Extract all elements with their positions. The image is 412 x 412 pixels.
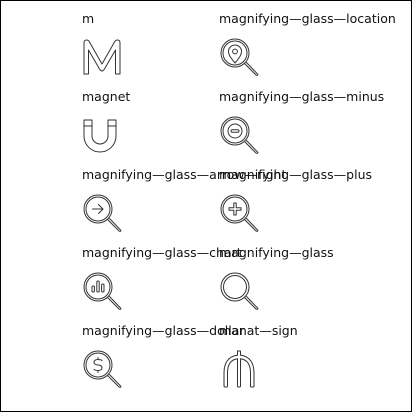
icon-label: m — [82, 11, 95, 26]
icon-label: manat—sign — [219, 323, 298, 338]
magnifying-glass-chart-icon — [82, 271, 122, 311]
icon-cell-magnifying-glass-chart: magnifying—glass—chart — [82, 245, 262, 323]
icon-cell-magnifying-glass-location: magnifying—glass—location — [219, 11, 399, 89]
magnifying-glass-dollar-icon — [82, 349, 122, 389]
icon-label: magnifying—glass—plus — [219, 167, 373, 182]
icon-cell-magnifying-glass: magnifying—glass — [219, 245, 399, 323]
m-icon — [82, 37, 122, 77]
magnifying-glass-minus-icon — [219, 115, 259, 155]
manat-sign-icon — [219, 349, 259, 389]
icon-label: magnifying—glass—dollar — [82, 323, 245, 338]
icon-label: magnifying—glass—chart — [82, 245, 242, 260]
icon-cell-magnifying-glass-plus: magnifying—glass—plus — [219, 167, 399, 245]
icon-cell-manat-sign: manat—sign — [219, 323, 399, 401]
icon-label: magnifying—glass—location — [219, 11, 396, 26]
icon-cell-magnifying-glass-minus: magnifying—glass—minus — [219, 89, 399, 167]
magnet-icon — [82, 115, 122, 155]
icon-cell-magnifying-glass-dollar: magnifying—glass—dollar — [82, 323, 262, 401]
magnifying-glass-arrow-right-icon — [82, 193, 122, 233]
icon-label: magnifying—glass—arrow—right — [82, 167, 287, 182]
icon-cell-m: m — [82, 11, 262, 89]
icon-label: magnet — [82, 89, 131, 104]
icon-label: magnifying—glass — [219, 245, 334, 260]
magnifying-glass-plus-icon — [219, 193, 259, 233]
icon-label: magnifying—glass—minus — [219, 89, 385, 104]
magnifying-glass-icon — [219, 271, 259, 311]
magnifying-glass-location-icon — [219, 37, 259, 77]
icon-cell-magnifying-glass-arrow-right: magnifying—glass—arrow—right — [82, 167, 286, 245]
icon-cell-magnet: magnet — [82, 89, 262, 167]
